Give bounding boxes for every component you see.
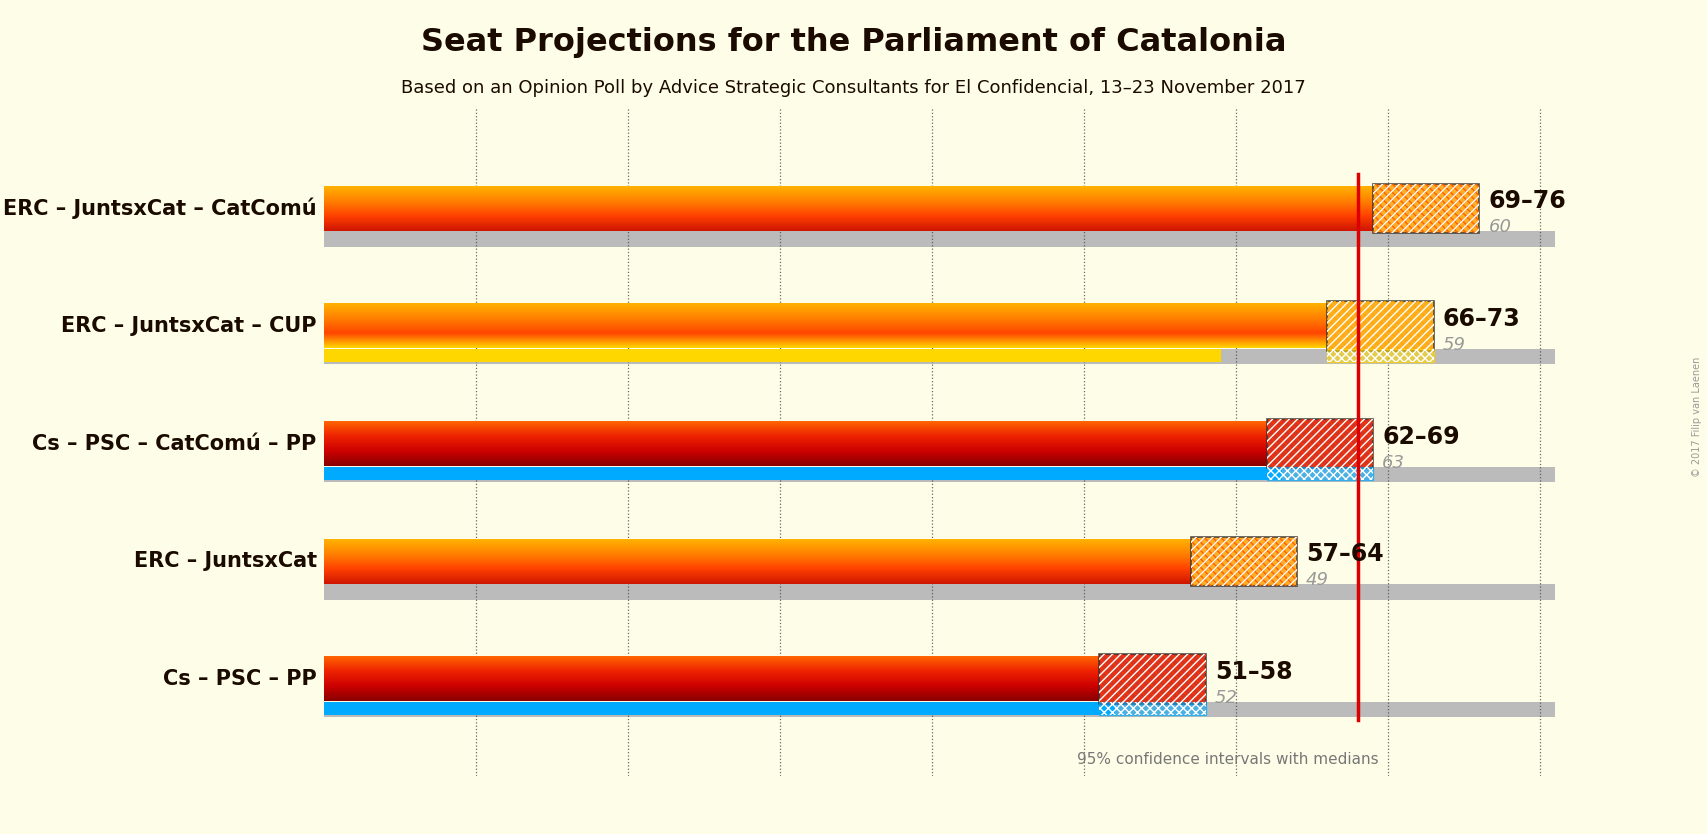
- Text: 62–69: 62–69: [1383, 425, 1459, 449]
- Text: © 2017 Filip van Laenen: © 2017 Filip van Laenen: [1692, 357, 1702, 477]
- Text: ERC – JuntsxCat: ERC – JuntsxCat: [133, 551, 318, 571]
- Bar: [324, 467, 1555, 482]
- Bar: [324, 585, 1555, 600]
- Bar: [1372, 183, 1480, 234]
- Bar: [1099, 702, 1205, 715]
- Text: ERC – JuntsxCat – CatComú: ERC – JuntsxCat – CatComú: [3, 198, 318, 219]
- Bar: [1328, 301, 1434, 351]
- Text: 57–64: 57–64: [1306, 542, 1384, 566]
- Bar: [1190, 537, 1297, 586]
- Bar: [1267, 467, 1372, 480]
- Bar: [1372, 183, 1480, 234]
- Bar: [1099, 655, 1205, 704]
- Bar: [1267, 419, 1372, 469]
- Bar: [1328, 301, 1434, 351]
- Bar: [1190, 537, 1297, 586]
- Text: Cs – PSC – CatComú – PP: Cs – PSC – CatComú – PP: [32, 434, 318, 454]
- Bar: [324, 702, 1115, 715]
- Text: 52: 52: [1215, 689, 1238, 707]
- Text: 59: 59: [1442, 336, 1466, 354]
- Text: Based on an Opinion Poll by Advice Strategic Consultants for El Confidencial, 13: Based on an Opinion Poll by Advice Strat…: [401, 79, 1306, 98]
- Bar: [324, 349, 1555, 364]
- Text: 95% confidence intervals with medians: 95% confidence intervals with medians: [1077, 752, 1378, 767]
- Text: 51–58: 51–58: [1215, 660, 1292, 684]
- Bar: [324, 467, 1282, 480]
- Bar: [1099, 655, 1205, 704]
- Text: 49: 49: [1306, 571, 1330, 590]
- Bar: [1190, 537, 1297, 586]
- Bar: [324, 702, 1555, 717]
- Text: Cs – PSC – PP: Cs – PSC – PP: [162, 669, 318, 689]
- Text: ERC – JuntsxCat – CUP: ERC – JuntsxCat – CUP: [61, 316, 318, 336]
- Text: 63: 63: [1383, 454, 1405, 471]
- Bar: [1328, 349, 1434, 362]
- Bar: [1372, 183, 1480, 234]
- Bar: [1328, 349, 1434, 362]
- Bar: [1328, 301, 1434, 351]
- Text: 60: 60: [1489, 219, 1511, 236]
- Bar: [1099, 702, 1205, 715]
- Text: 69–76: 69–76: [1489, 189, 1565, 214]
- Bar: [324, 231, 1555, 247]
- Bar: [324, 349, 1221, 362]
- Bar: [1267, 467, 1372, 480]
- Text: 66–73: 66–73: [1442, 307, 1521, 331]
- Bar: [1267, 419, 1372, 469]
- Bar: [1267, 419, 1372, 469]
- Bar: [1099, 655, 1205, 704]
- Text: Seat Projections for the Parliament of Catalonia: Seat Projections for the Parliament of C…: [420, 27, 1287, 58]
